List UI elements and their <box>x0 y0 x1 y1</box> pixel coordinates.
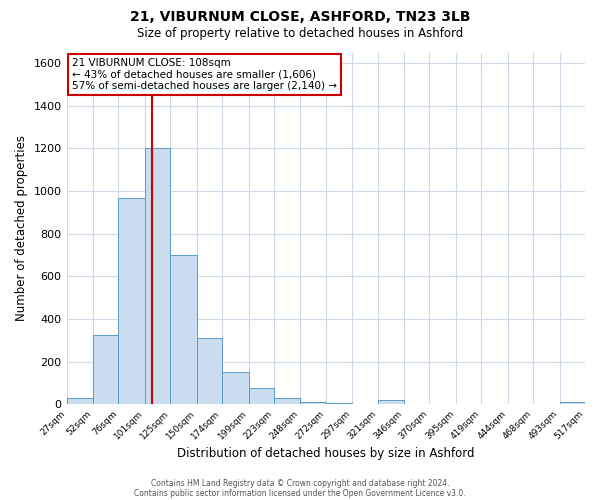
Bar <box>222 372 248 404</box>
Text: Contains public sector information licensed under the Open Government Licence v3: Contains public sector information licen… <box>134 488 466 498</box>
Bar <box>560 402 585 404</box>
Text: 21, VIBURNUM CLOSE, ASHFORD, TN23 3LB: 21, VIBURNUM CLOSE, ASHFORD, TN23 3LB <box>130 10 470 24</box>
X-axis label: Distribution of detached houses by size in Ashford: Distribution of detached houses by size … <box>177 447 475 460</box>
Y-axis label: Number of detached properties: Number of detached properties <box>15 136 28 322</box>
Bar <box>118 198 145 404</box>
Bar <box>377 400 404 404</box>
Bar <box>67 398 93 404</box>
Bar <box>301 402 326 404</box>
Bar <box>197 338 222 404</box>
Bar <box>93 335 118 404</box>
Bar <box>145 148 170 404</box>
Text: 21 VIBURNUM CLOSE: 108sqm
← 43% of detached houses are smaller (1,606)
57% of se: 21 VIBURNUM CLOSE: 108sqm ← 43% of detac… <box>72 58 337 91</box>
Text: Contains HM Land Registry data © Crown copyright and database right 2024.: Contains HM Land Registry data © Crown c… <box>151 478 449 488</box>
Bar <box>248 388 274 404</box>
Text: Size of property relative to detached houses in Ashford: Size of property relative to detached ho… <box>137 28 463 40</box>
Bar <box>274 398 301 404</box>
Bar <box>170 255 197 404</box>
